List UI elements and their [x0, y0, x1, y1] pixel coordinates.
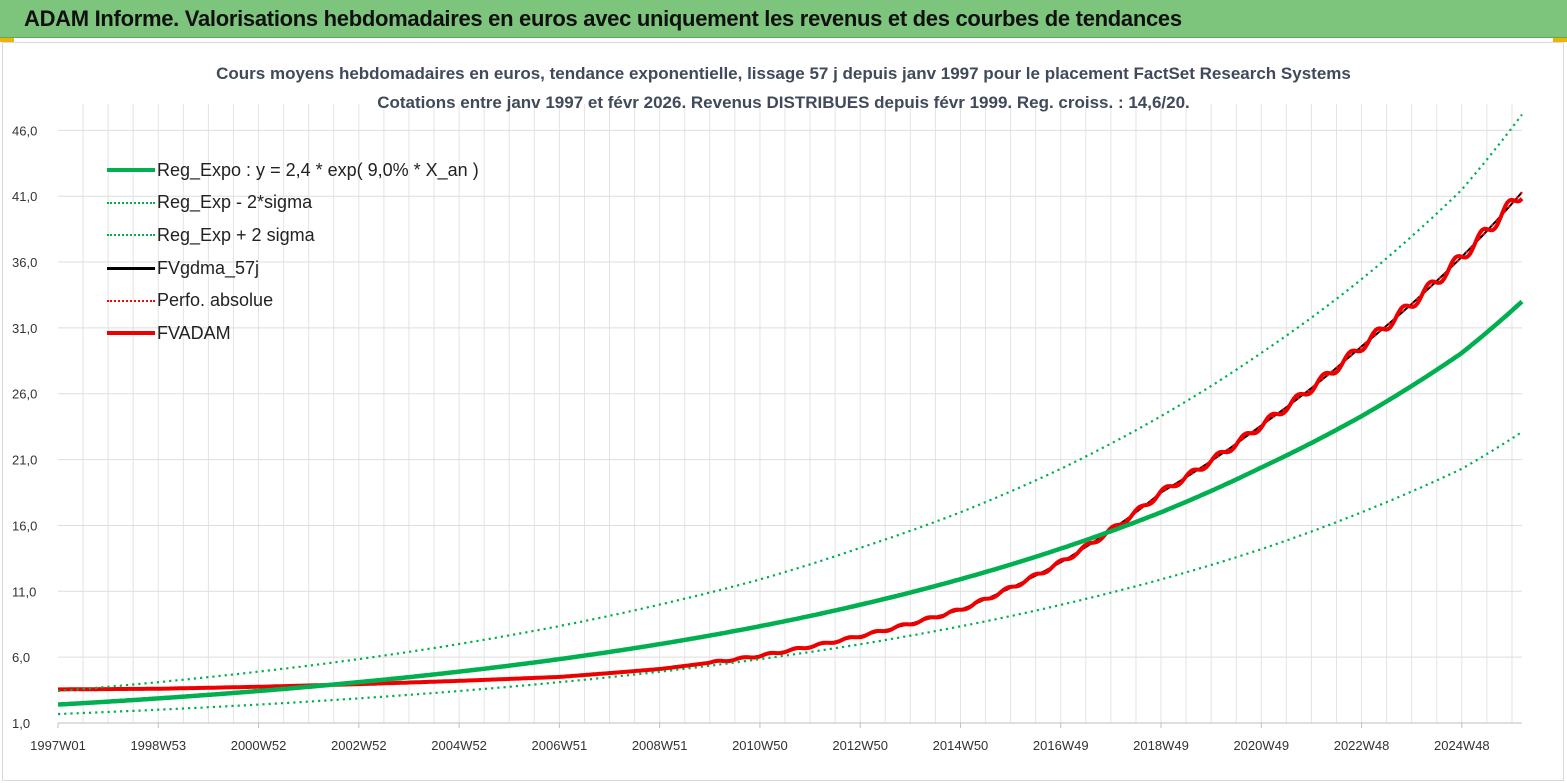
series-layer [57, 113, 1524, 716]
legend-swatch [107, 331, 155, 336]
legend-item: FVgdma_57j [107, 252, 479, 285]
legend-item: Reg_Expo : y = 2,4 * exp( 9,0% * X_an ) [107, 154, 479, 187]
chart-frame [2, 42, 1564, 781]
x-tick-label: 2014W50 [933, 738, 989, 753]
x-tick-label: 1998W53 [130, 738, 186, 753]
legend-item: Reg_Exp - 2*sigma [107, 187, 479, 220]
legend-item: Reg_Exp + 2 sigma [107, 219, 479, 252]
legend-swatch [107, 299, 155, 302]
corner-mark-left [0, 38, 14, 42]
legend-label: Reg_Expo : y = 2,4 * exp( 9,0% * X_an ) [157, 159, 479, 180]
x-tick-label: 2000W52 [231, 738, 287, 753]
legend-swatch [107, 201, 155, 204]
legend-label: Reg_Exp - 2*sigma [157, 192, 313, 213]
legend-item: FVADAM [107, 317, 479, 350]
x-tick-label: 1997W01 [30, 738, 86, 753]
series-line-0 [57, 299, 1524, 707]
series-line-1 [58, 430, 1523, 716]
legend-label: Reg_Exp + 2 sigma [157, 224, 315, 245]
x-tick-label: 2002W52 [331, 738, 387, 753]
legend-label: Perfo. absolue [157, 290, 274, 311]
x-tick-label: 2012W50 [832, 738, 888, 753]
corner-mark-right [1553, 38, 1567, 42]
legend-label: FVgdma_57j [157, 257, 260, 278]
y-tick-label: 21,0 [12, 453, 37, 468]
y-tick-label: 1,0 [12, 716, 30, 731]
chart-legend: Reg_Expo : y = 2,4 * exp( 9,0% * X_an ) R… [107, 154, 479, 350]
y-tick-label: 46,0 [12, 123, 37, 138]
x-tick-label: 2018W49 [1133, 738, 1189, 753]
legend-swatch [107, 168, 155, 173]
y-tick-label: 26,0 [12, 387, 37, 402]
header-bar: ADAM Informe. Valorisations hebdomadaire… [0, 0, 1567, 38]
x-tick-label: 2024W48 [1434, 738, 1490, 753]
y-tick-label: 6,0 [12, 650, 30, 665]
x-tick-label: 2016W49 [1033, 738, 1089, 753]
legend-item: Perfo. absolue [107, 284, 479, 317]
y-tick-label: 36,0 [12, 255, 37, 270]
legend-swatch [107, 266, 155, 270]
y-tick-label: 16,0 [12, 518, 37, 533]
x-tick-label: 2020W49 [1233, 738, 1289, 753]
legend-swatch [107, 234, 155, 237]
x-tick-label: 2010W50 [732, 738, 788, 753]
page-title: ADAM Informe. Valorisations hebdomadaire… [24, 6, 1182, 31]
x-tick-label: 2004W52 [431, 738, 487, 753]
y-tick-label: 41,0 [12, 189, 37, 204]
y-tick-label: 11,0 [12, 584, 36, 599]
chart-subtitle: Cotations entre janv 1997 et févr 2026. … [377, 93, 1190, 112]
x-tick-label: 2022W48 [1334, 738, 1390, 753]
x-tick-label: 2006W51 [532, 738, 588, 753]
y-tick-label: 31,0 [12, 321, 37, 336]
axis-layer: 1,0 6,0 11,0 16,0 21,0 26,0 31,0 36,0 41,0 46,0 19… [12, 123, 1522, 753]
series-line-2 [57, 113, 1523, 693]
chart-title: Cours moyens hebdomadaires en euros, ten… [216, 64, 1351, 83]
legend-label: FVADAM [157, 322, 231, 343]
x-tick-label: 2008W51 [632, 738, 688, 753]
